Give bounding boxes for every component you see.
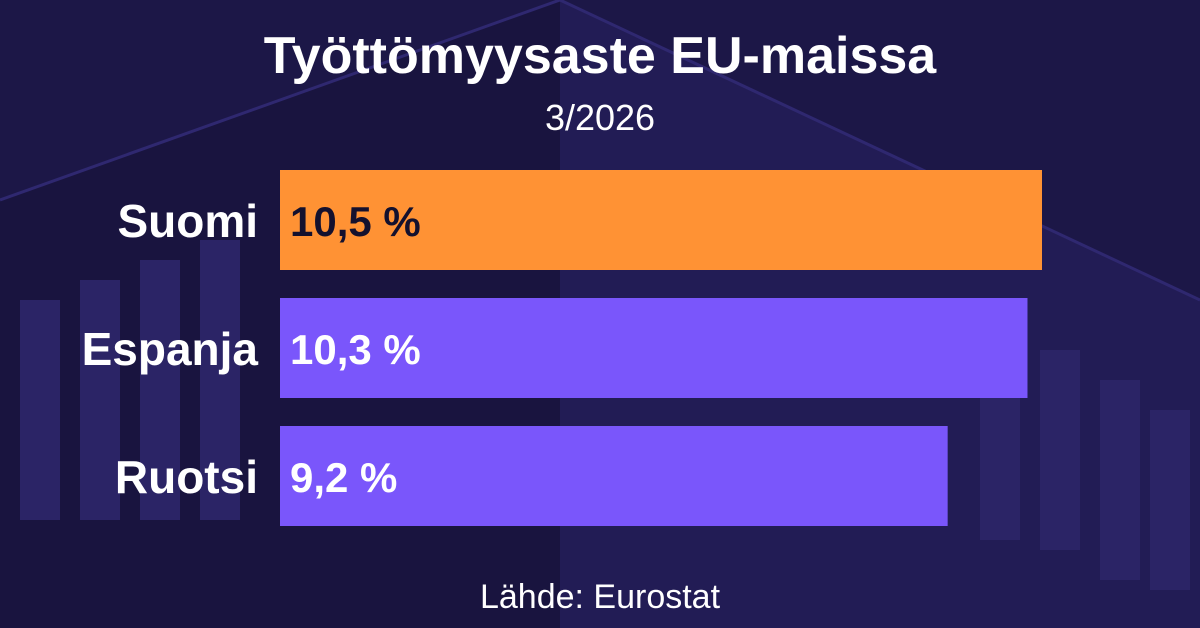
value-label: 9,2 %: [290, 454, 397, 501]
category-label: Espanja: [82, 323, 259, 375]
bar-suomi: [280, 170, 1042, 270]
value-label: 10,3 %: [290, 326, 421, 373]
bar-espanja: [280, 298, 1028, 398]
category-label: Suomi: [117, 195, 258, 247]
chart-subtitle: 3/2026: [544, 97, 656, 138]
bar-ruotsi: [280, 426, 948, 526]
category-label: Ruotsi: [115, 451, 258, 503]
chart-title: Työttömyysaste EU-maissa: [263, 27, 937, 85]
source-note: Lähde: Eurostat: [479, 578, 721, 616]
value-label: 10,5 %: [290, 198, 421, 245]
